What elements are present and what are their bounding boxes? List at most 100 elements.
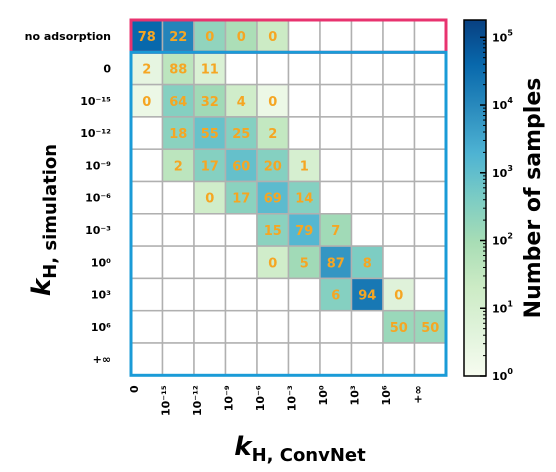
heatmap-cell xyxy=(224,213,258,247)
cell-value-label: 0 xyxy=(205,30,214,45)
heatmap-cell xyxy=(382,83,416,118)
heatmap-cell xyxy=(319,309,353,344)
heatmap-cell xyxy=(130,342,164,377)
heatmap-cell xyxy=(413,19,447,54)
cell-value-label: 2 xyxy=(142,62,151,77)
heatmap-cell xyxy=(382,213,416,247)
heatmap-cell xyxy=(287,51,321,86)
colorbar-tick-label: 105 xyxy=(492,28,513,44)
heatmap-cell xyxy=(382,309,416,344)
y-tick-labels: no adsorption 0 10⁻¹⁵ 10⁻¹² 10⁻⁹ 10⁻⁶ 10⁻³ 10⁰ 1… xyxy=(25,30,112,366)
heatmap-cell xyxy=(193,309,227,344)
heatmap-cell xyxy=(224,116,258,150)
y-tick-label: 10³ xyxy=(91,289,111,302)
heatmap-cell xyxy=(319,148,353,183)
heatmap-cell xyxy=(413,245,447,280)
colorbar-ticks: 100 101 102 103 104 105 xyxy=(480,28,513,383)
heatmap-cell xyxy=(319,213,353,247)
y-tick-label: 10⁶ xyxy=(91,321,111,334)
heatmap-cell xyxy=(193,342,227,377)
adsorption-block-box xyxy=(129,50,448,377)
cell-value-label: 87 xyxy=(327,256,345,271)
heatmap-cell xyxy=(350,19,384,54)
cell-value-label: 2 xyxy=(174,159,183,174)
heatmap-cell xyxy=(224,51,258,86)
heatmap-cell xyxy=(161,83,195,118)
heatmap-cell xyxy=(319,51,353,86)
heatmap-cell xyxy=(382,148,416,183)
heatmap-cell xyxy=(161,213,195,247)
heatmap-cell xyxy=(161,277,195,312)
colorbar-title: Number of samples xyxy=(521,78,546,319)
heatmap-cell xyxy=(287,116,321,150)
heatmap-cell xyxy=(287,342,321,377)
heatmap-cell xyxy=(319,180,353,215)
cell-value-label: 15 xyxy=(264,224,282,239)
heatmap-cell xyxy=(161,180,195,215)
cell-value-label: 88 xyxy=(169,62,187,77)
cell-value-label: 50 xyxy=(390,321,408,336)
heatmap-cell xyxy=(287,245,321,280)
heatmap-cell xyxy=(319,19,353,54)
cell-value-label: 2 xyxy=(268,127,277,142)
heatmap-cell xyxy=(413,277,447,312)
heatmap-cell xyxy=(413,148,447,183)
heatmap-cell xyxy=(256,116,290,150)
heatmap-cell xyxy=(130,277,164,312)
cell-value-label: 17 xyxy=(201,159,219,174)
cell-value-label: 0 xyxy=(394,289,403,304)
cell-value-label: 25 xyxy=(232,127,250,142)
heatmap-cell xyxy=(382,245,416,280)
cell-value-label: 4 xyxy=(237,95,246,110)
heatmap-cell xyxy=(256,277,290,312)
cell-value-label: 0 xyxy=(268,256,277,271)
cell-value-label: 50 xyxy=(421,321,439,336)
cell-value-label: 0 xyxy=(268,95,277,110)
heatmap-cell xyxy=(161,309,195,344)
heatmap-cells: 78 22 0 0 02 88 110 64 32 4 018 55 25 22 17 60 20 10 17 69 1… xyxy=(130,19,447,377)
cell-value-label: 69 xyxy=(264,192,282,207)
heatmap-cell xyxy=(413,51,447,86)
colorbar-tick-label: 100 xyxy=(492,367,513,383)
y-tick-label: 10⁻¹² xyxy=(80,127,111,140)
heatmap-cell xyxy=(130,213,164,247)
heatmap-cell xyxy=(256,309,290,344)
cell-value-label: 17 xyxy=(232,192,250,207)
heatmap-cell xyxy=(193,277,227,312)
heatmap-cell xyxy=(130,116,164,150)
cell-value-label: 55 xyxy=(201,127,219,142)
heatmap-cell xyxy=(382,342,416,377)
heatmap-cell xyxy=(413,180,447,215)
cell-value-label: 20 xyxy=(264,159,282,174)
colorbar: 100 101 102 103 104 105 Number of samples xyxy=(463,19,546,383)
y-tick-label: 10⁻¹⁵ xyxy=(80,95,111,108)
x-tick-label: 10⁶ xyxy=(380,385,393,405)
y-tick-label: 0 xyxy=(103,62,111,75)
cell-value-label: 14 xyxy=(295,192,313,207)
colorbar-tick-label: 101 xyxy=(492,299,513,315)
x-tick-labels: 0 10⁻¹⁵ 10⁻¹² 10⁻⁹ 10⁻⁶ 10⁻³ 10⁰ 10³ 10⁶ +∞ xyxy=(128,385,425,416)
cell-value-label: 8 xyxy=(363,256,372,271)
x-tick-label: 10⁻¹² xyxy=(191,385,204,416)
heatmap-cell xyxy=(382,277,416,312)
cell-value-label: 22 xyxy=(169,30,187,45)
colorbar-tick-label: 103 xyxy=(492,164,513,180)
x-tick-label: 10³ xyxy=(349,385,362,405)
x-tick-label: 0 xyxy=(128,385,141,393)
heatmap-cell xyxy=(287,277,321,312)
heatmap-cell xyxy=(413,342,447,377)
cell-value-label: 0 xyxy=(237,30,246,45)
x-tick-label: +∞ xyxy=(412,385,425,403)
heatmap-cell xyxy=(130,245,164,280)
heatmap-cell xyxy=(224,148,258,183)
heatmap-cell xyxy=(382,19,416,54)
x-tick-label: 10⁻³ xyxy=(286,385,299,411)
heatmap-cell xyxy=(256,342,290,377)
cell-value-label: 5 xyxy=(300,256,309,271)
cell-value-label: 11 xyxy=(201,62,219,77)
heatmap-cell xyxy=(382,51,416,86)
cell-value-label: 0 xyxy=(142,95,151,110)
y-tick-label: +∞ xyxy=(93,353,111,366)
colorbar-gradient xyxy=(463,19,487,377)
